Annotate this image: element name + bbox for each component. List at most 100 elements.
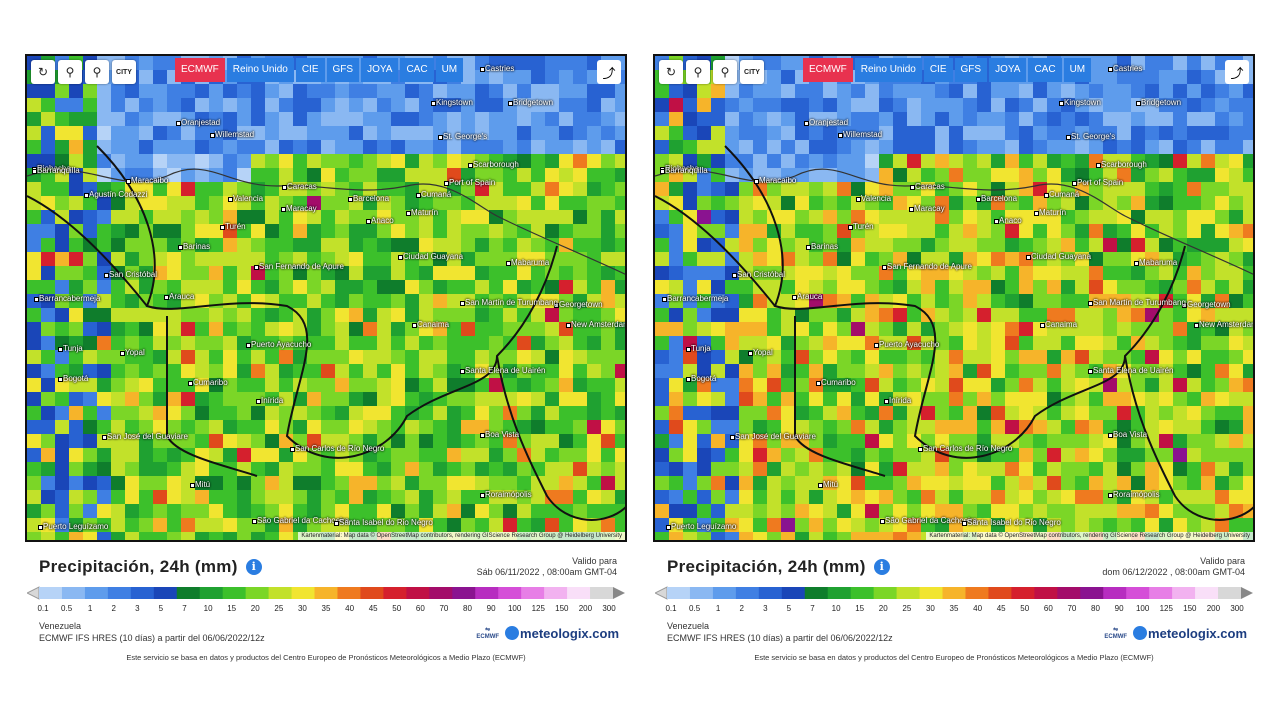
precip-cell xyxy=(517,182,532,197)
precip-cell xyxy=(1089,84,1104,99)
meteologix-logo[interactable]: meteologix.com xyxy=(505,626,619,641)
refresh-icon[interactable]: ↻ xyxy=(31,60,55,84)
precip-cell xyxy=(433,350,448,365)
precip-cell xyxy=(851,490,866,505)
model-tab[interactable]: CAC xyxy=(1028,58,1062,82)
model-tab[interactable]: UM xyxy=(1063,58,1092,82)
model-tab[interactable]: ECMWF xyxy=(803,58,853,82)
precip-cell xyxy=(83,252,98,267)
precip-cell xyxy=(1117,98,1132,113)
model-tab[interactable]: GFS xyxy=(954,58,988,82)
model-tab[interactable]: CIE xyxy=(923,58,953,82)
precip-cell xyxy=(1131,476,1146,491)
model-tab[interactable]: Reino Unido xyxy=(854,58,922,82)
place-label: Willemstad xyxy=(837,130,883,139)
precip-cell xyxy=(669,392,684,407)
brand[interactable]: ⇋ ECMWF meteologix.com xyxy=(476,626,619,641)
precip-cell xyxy=(879,462,894,477)
location-pin-icon[interactable]: ⚲ xyxy=(58,60,82,84)
precip-cell xyxy=(949,140,964,155)
precip-cell xyxy=(1075,196,1090,211)
location-pin-icon[interactable]: ⚲ xyxy=(686,60,710,84)
precip-cell xyxy=(1089,224,1104,239)
precip-cell xyxy=(307,126,322,141)
precipitation-map[interactable]: ↻ ⚲ ⚲ CITY ECMWF Reino Unido CIE GFS JOYA CAC… xyxy=(25,54,627,542)
city-toggle-button[interactable]: CITY xyxy=(740,60,764,84)
precip-cell xyxy=(781,56,796,71)
precip-cell xyxy=(711,126,726,141)
precip-cell xyxy=(251,434,266,449)
precip-cell xyxy=(1117,420,1132,435)
model-tab[interactable]: JOYA xyxy=(361,58,399,82)
precip-cell xyxy=(153,280,168,295)
precip-cell xyxy=(1089,126,1104,141)
precip-cell xyxy=(1159,140,1174,155)
share-icon[interactable]: ⤴ xyxy=(597,60,621,84)
precip-cell xyxy=(655,392,670,407)
city-toggle-button[interactable]: CITY xyxy=(112,60,136,84)
precip-cell xyxy=(209,98,224,113)
precip-cell xyxy=(767,56,782,71)
precip-cell xyxy=(349,280,364,295)
precip-cell xyxy=(851,336,866,351)
precip-cell xyxy=(795,364,810,379)
brand[interactable]: ⇋ ECMWF meteologix.com xyxy=(1104,626,1247,641)
place-label: Yopal xyxy=(748,348,773,357)
precip-cell xyxy=(461,84,476,99)
precip-cell xyxy=(307,112,322,127)
precip-cell xyxy=(669,322,684,337)
precip-cell xyxy=(697,336,712,351)
precip-cell xyxy=(1089,364,1104,379)
precip-cell xyxy=(517,336,532,351)
zoom-icon[interactable]: ⚲ xyxy=(713,60,737,84)
precip-cell xyxy=(349,224,364,239)
precip-cell xyxy=(377,294,392,309)
precip-cell xyxy=(823,350,838,365)
precip-cell xyxy=(55,364,70,379)
precip-cell xyxy=(1103,308,1118,323)
precip-cell xyxy=(907,476,922,491)
model-tab[interactable]: JOYA xyxy=(989,58,1027,82)
precip-cell xyxy=(363,196,378,211)
precip-cell xyxy=(475,336,490,351)
model-tab[interactable]: GFS xyxy=(326,58,360,82)
precip-cell xyxy=(489,434,504,449)
model-tab[interactable]: CIE xyxy=(295,58,325,82)
precip-cell xyxy=(879,406,894,421)
precip-cell xyxy=(851,266,866,281)
model-tab[interactable]: Reino Unido xyxy=(226,58,294,82)
share-icon[interactable]: ⤴ xyxy=(1225,60,1249,84)
precip-cell xyxy=(781,490,796,505)
refresh-icon[interactable]: ↻ xyxy=(659,60,683,84)
precip-cell xyxy=(1229,322,1244,337)
precip-cell xyxy=(433,98,448,113)
precip-cell xyxy=(1201,322,1216,337)
precipitation-map[interactable]: ↻ ⚲ ⚲ CITY ECMWF Reino Unido CIE GFS JOYA CAC… xyxy=(653,54,1255,542)
precip-cell xyxy=(181,490,196,505)
precip-cell xyxy=(1173,210,1188,225)
precip-cell xyxy=(517,56,532,71)
model-tabs: ECMWF Reino Unido CIE GFS JOYA CAC UM xyxy=(175,58,464,82)
precip-cell xyxy=(237,392,252,407)
precip-cell xyxy=(1075,490,1090,505)
precip-cell xyxy=(475,224,490,239)
precip-cell xyxy=(55,462,70,477)
zoom-icon[interactable]: ⚲ xyxy=(85,60,109,84)
meteologix-logo[interactable]: meteologix.com xyxy=(1133,626,1247,641)
model-tab[interactable]: UM xyxy=(435,58,464,82)
model-tab[interactable]: ECMWF xyxy=(175,58,225,82)
precip-cell xyxy=(1201,504,1216,519)
info-icon[interactable]: i xyxy=(245,559,262,575)
scale-swatch xyxy=(873,587,898,599)
precip-cell xyxy=(1159,392,1174,407)
precip-cell xyxy=(181,252,196,267)
precip-cell xyxy=(307,182,322,197)
precip-cell xyxy=(949,322,964,337)
info-icon[interactable]: i xyxy=(873,559,890,575)
precip-cell xyxy=(767,462,782,477)
precip-cell xyxy=(1075,112,1090,127)
model-tab[interactable]: CAC xyxy=(400,58,434,82)
precip-cell xyxy=(545,98,560,113)
precip-cell xyxy=(1033,420,1048,435)
precip-cell xyxy=(1173,154,1188,169)
